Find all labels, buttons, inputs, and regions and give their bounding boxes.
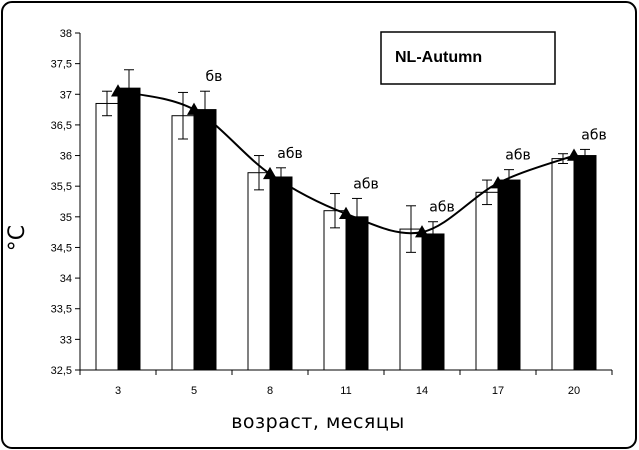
bar-black: [345, 216, 369, 371]
legend: NL-Autumn: [380, 31, 556, 85]
y-tick-label: 36,5: [51, 120, 72, 132]
trend-marker-triangle: [339, 206, 353, 220]
x-tick-group: 3 5 8 11 14 17 20: [79, 370, 613, 397]
bar-black: [117, 87, 141, 371]
y-tick-label: 35: [60, 212, 72, 224]
y-tick-label: 37: [60, 89, 72, 101]
trendline-group: [111, 84, 581, 238]
trend-marker-triangle: [263, 166, 277, 180]
y-axis-label: °C: [5, 225, 30, 251]
y-tick-label: 32,5: [51, 365, 72, 377]
x-tick-label: 14: [416, 385, 428, 397]
significance-annotation: абв: [353, 176, 378, 192]
bar-white: [95, 102, 119, 371]
y-tick-label: 34,5: [51, 242, 72, 254]
bar-group: [95, 87, 597, 371]
y-tick-label: 34: [60, 273, 72, 285]
bar-white: [475, 191, 499, 371]
x-axis-label: возраст, месяцы: [231, 411, 405, 433]
y-tick-label: 33,5: [51, 304, 72, 316]
bar-black: [269, 176, 293, 371]
significance-annotation: абв: [277, 146, 302, 162]
trend-marker-triangle: [491, 176, 505, 189]
annotation-group: бв абв абв абв абв абв: [206, 69, 607, 216]
y-tick-label: 33: [60, 334, 72, 346]
y-tick-label: 38: [60, 28, 72, 40]
x-tick-label: 5: [191, 385, 197, 397]
y-tick-label: 36: [60, 151, 72, 163]
x-tick-label: 8: [267, 385, 273, 397]
significance-annotation: абв: [429, 200, 454, 216]
bar-black: [193, 109, 217, 371]
x-tick-label: 17: [492, 385, 504, 397]
x-tick-label: 20: [568, 385, 580, 397]
trend-marker-triangle: [111, 84, 125, 97]
x-tick-label: 3: [115, 385, 121, 397]
trend-marker-triangle: [187, 102, 201, 115]
bar-black: [497, 179, 521, 371]
significance-annotation: бв: [206, 69, 223, 85]
y-tick-label: 37,5: [51, 59, 72, 71]
bar-white: [323, 210, 347, 371]
errorbar-group: [102, 69, 590, 253]
bar-black: [421, 233, 445, 371]
bar-black: [573, 155, 597, 371]
trend-marker-triangle: [415, 225, 429, 238]
bar-white: [171, 115, 195, 371]
trend-marker-triangle: [567, 148, 581, 161]
y-tick-label: 35,5: [51, 181, 72, 193]
significance-annotation: абв: [581, 127, 606, 143]
x-tick-label: 11: [340, 385, 351, 397]
bar-white: [247, 172, 271, 371]
significance-annotation: абв: [505, 148, 530, 164]
legend-label: NL-Autumn: [395, 49, 482, 66]
legend-box: [380, 31, 556, 85]
y-tick-group: 32,5 33 33,5 34 34,5 35 35,5 36 36,5 37 37,5 38: [51, 28, 80, 377]
bar-white: [551, 158, 575, 371]
